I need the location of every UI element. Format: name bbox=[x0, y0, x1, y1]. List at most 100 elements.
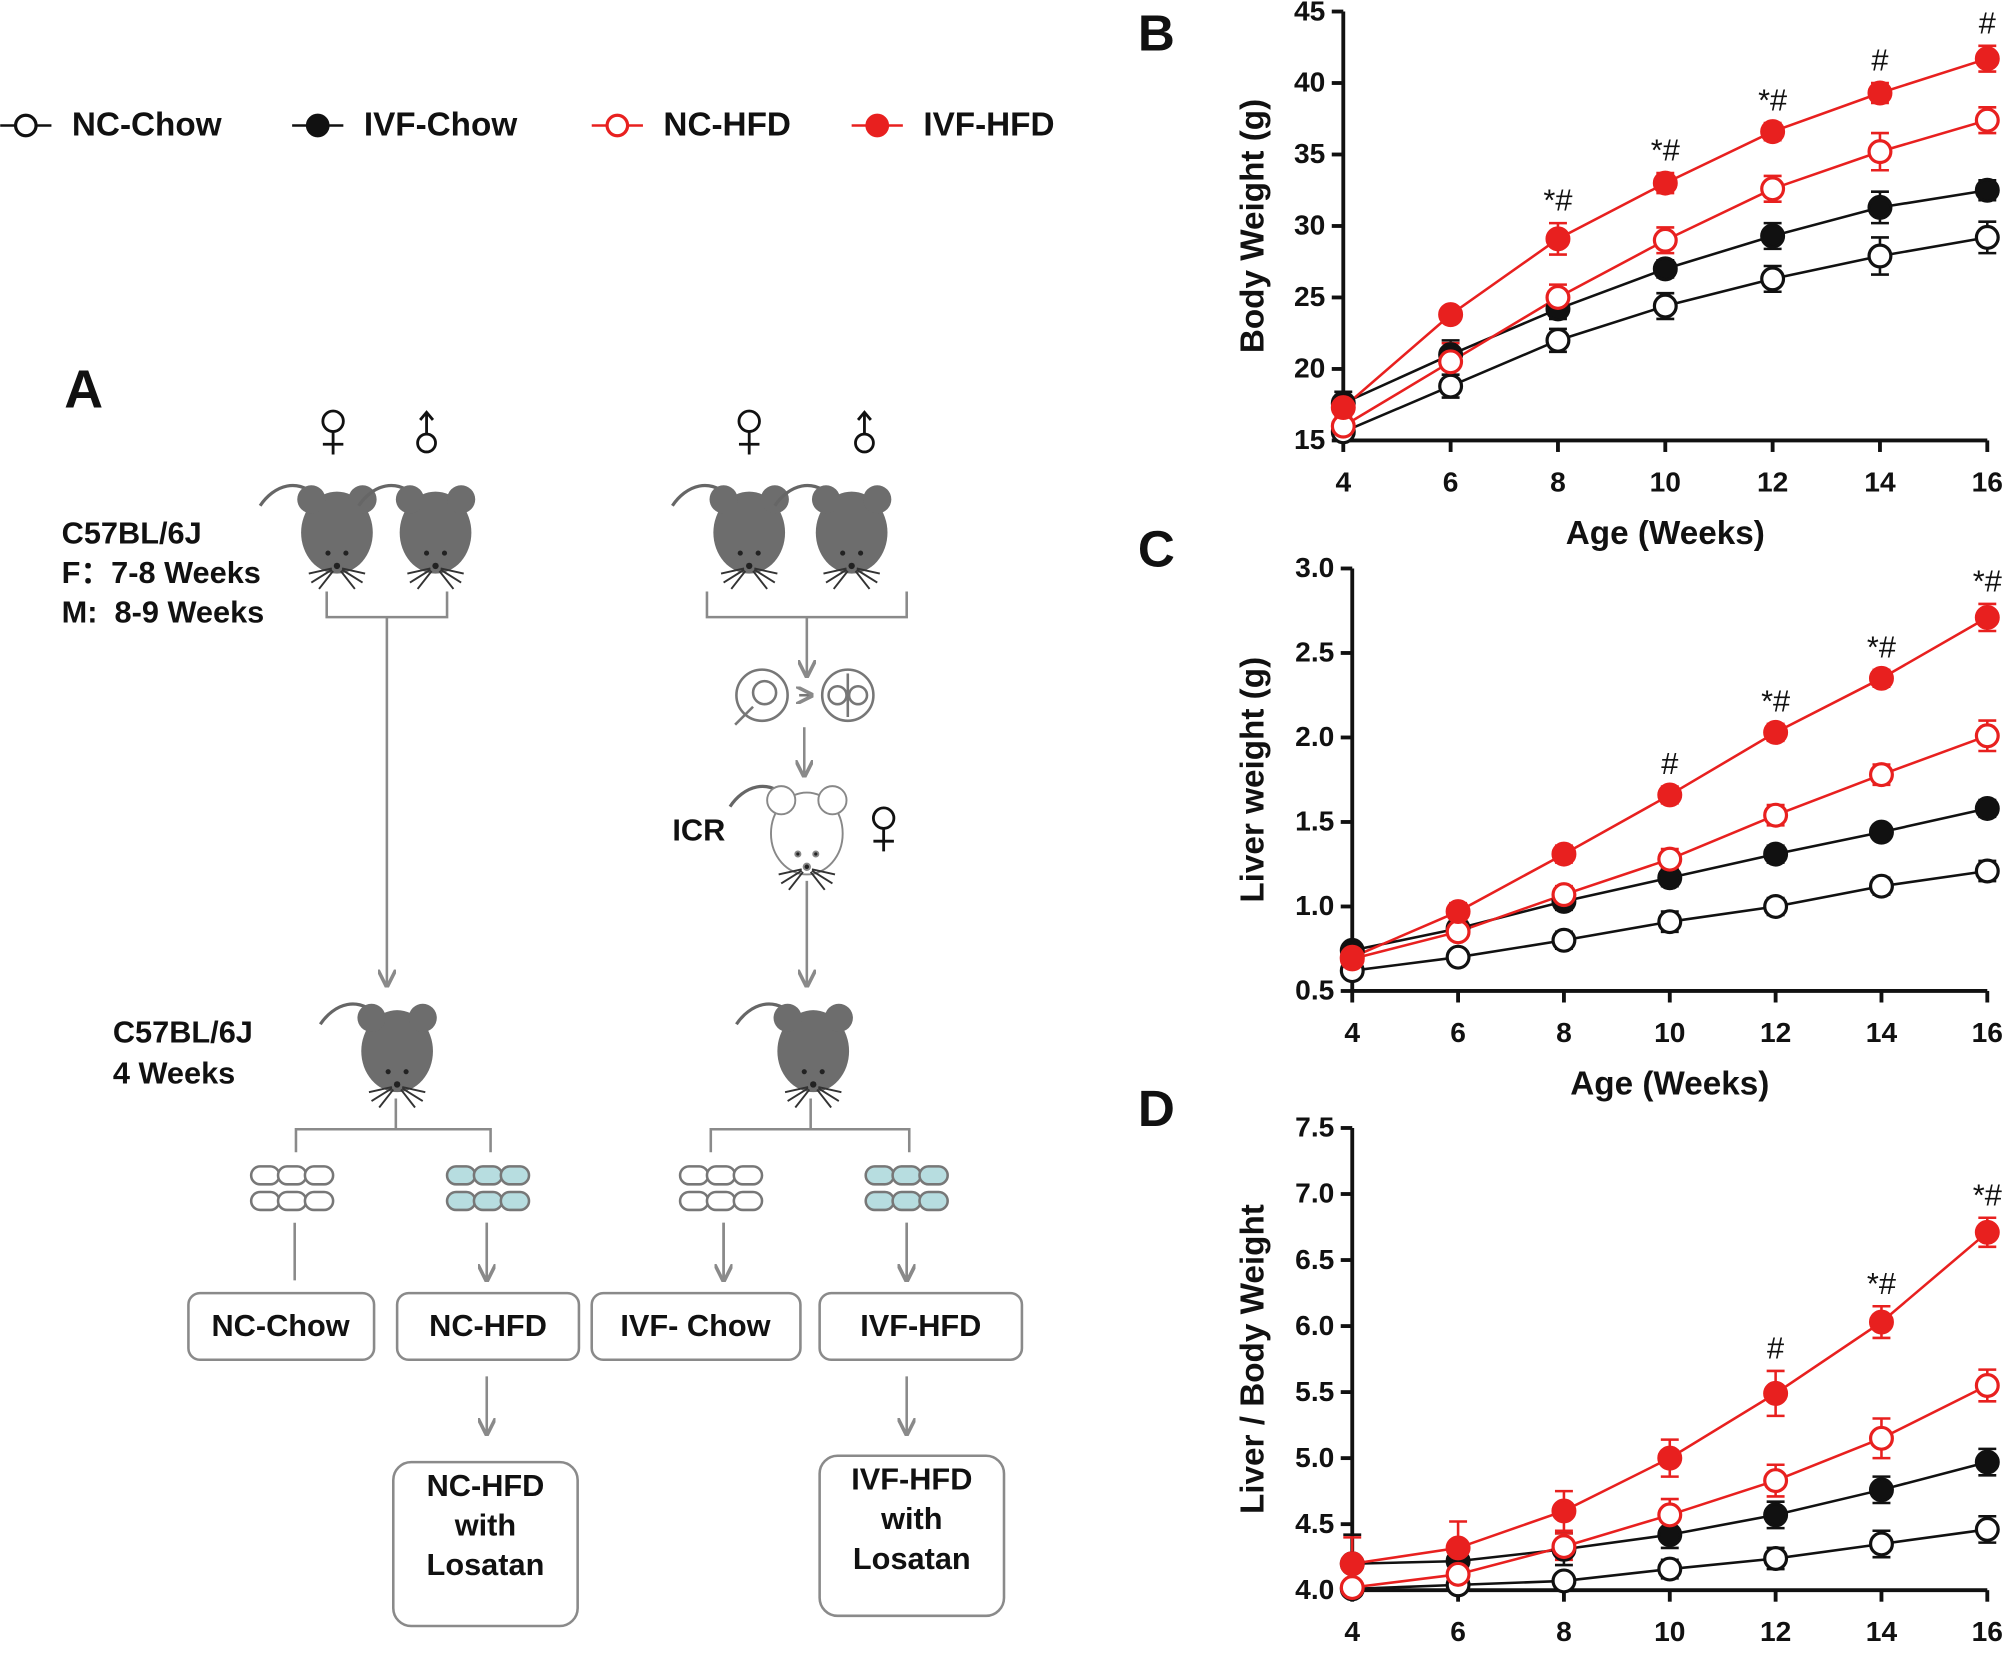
data-point bbox=[1445, 1561, 1471, 1587]
y-tick-label: 1.5 bbox=[1295, 806, 1334, 837]
data-point bbox=[1760, 176, 1786, 202]
hfd-icon bbox=[445, 1165, 531, 1212]
data-point bbox=[1974, 795, 2000, 821]
legend-label: NC-Chow bbox=[72, 107, 222, 144]
legend-marker bbox=[305, 113, 330, 138]
data-point bbox=[1445, 1535, 1471, 1561]
significance-mark: *# bbox=[1973, 564, 2002, 599]
panel-label: C bbox=[1138, 521, 1175, 578]
treatment-label: with bbox=[880, 1501, 942, 1536]
arrow bbox=[293, 1222, 907, 1281]
y-tick-label: 6.0 bbox=[1295, 1310, 1334, 1341]
female-icon bbox=[737, 409, 761, 456]
significance-mark: *# bbox=[1867, 1266, 1896, 1301]
group-box bbox=[187, 1291, 376, 1361]
data-point bbox=[1445, 944, 1471, 970]
legend-marker bbox=[865, 113, 890, 138]
significance-mark: *# bbox=[1973, 1177, 2002, 1212]
legend-label: IVF-Chow bbox=[364, 107, 517, 144]
x-tick-label: 4 bbox=[1344, 1616, 1360, 1647]
y-tick-label: 7.0 bbox=[1295, 1178, 1334, 1209]
legend-marker bbox=[605, 113, 630, 138]
x-tick-label: 8 bbox=[1556, 1616, 1572, 1647]
treatment-box bbox=[391, 1460, 579, 1628]
x-tick-label: 12 bbox=[1757, 466, 1788, 497]
y-tick-label: 0.5 bbox=[1295, 975, 1334, 1006]
mouse-icon bbox=[773, 483, 893, 591]
data-point bbox=[1974, 723, 2000, 749]
panel-label: A bbox=[64, 359, 103, 419]
group-label: IVF-HFD bbox=[860, 1308, 981, 1343]
data-point bbox=[1763, 719, 1789, 745]
panel-label: D bbox=[1138, 1080, 1175, 1137]
group-box bbox=[395, 1291, 581, 1361]
x-tick-label: 16 bbox=[1972, 1616, 2003, 1647]
x-tick-label: 10 bbox=[1650, 466, 1681, 497]
x-tick-label: 14 bbox=[1864, 466, 1896, 497]
data-point bbox=[1974, 604, 2000, 630]
data-point bbox=[1974, 1373, 2000, 1398]
female-icon bbox=[871, 806, 896, 853]
y-tick-label: 6.5 bbox=[1295, 1244, 1334, 1275]
y-tick-label: 2.5 bbox=[1295, 637, 1334, 668]
data-point bbox=[1545, 226, 1571, 252]
y-tick-label: 20 bbox=[1294, 353, 1325, 384]
data-point bbox=[1974, 46, 2000, 72]
treatment-label: NC-HFD bbox=[427, 1468, 545, 1503]
x-axis-title: Age (Weeks) bbox=[1566, 515, 1765, 552]
x-tick-label: 10 bbox=[1654, 1017, 1685, 1048]
data-point bbox=[1868, 1425, 1894, 1451]
treatment-label: Losatan bbox=[853, 1541, 971, 1576]
data-point bbox=[1551, 1568, 1577, 1594]
chow-icon bbox=[249, 1165, 335, 1212]
treatment-label: Losatan bbox=[427, 1547, 545, 1582]
x-axis-title: Age (Weeks) bbox=[1570, 1066, 1769, 1103]
chow-icon bbox=[678, 1165, 764, 1212]
offspring-strain: C57BL/6J bbox=[113, 1015, 253, 1050]
data-point bbox=[1760, 223, 1786, 249]
group-label: NC-Chow bbox=[211, 1308, 349, 1343]
y-tick-label: 7.5 bbox=[1295, 1112, 1334, 1143]
connector bbox=[325, 591, 449, 619]
data-point bbox=[1657, 909, 1683, 935]
y-tick-label: 40 bbox=[1294, 67, 1325, 98]
data-point bbox=[1868, 1309, 1894, 1335]
data-point bbox=[1545, 327, 1571, 353]
data-point bbox=[1868, 665, 1894, 691]
data-point bbox=[1974, 224, 2000, 250]
data-point bbox=[1974, 1516, 2000, 1542]
x-tick-label: 16 bbox=[1972, 466, 2003, 497]
treatment-label: IVF-HFD bbox=[851, 1461, 972, 1496]
group-label: NC-HFD bbox=[429, 1308, 547, 1343]
data-point bbox=[1657, 1502, 1683, 1528]
hfd-icon bbox=[864, 1165, 949, 1212]
x-tick-label: 4 bbox=[1335, 466, 1351, 497]
y-tick-label: 3.0 bbox=[1295, 552, 1334, 583]
x-tick-label: 6 bbox=[1450, 1017, 1466, 1048]
data-point bbox=[1763, 1546, 1789, 1571]
x-tick-label: 14 bbox=[1866, 1017, 1898, 1048]
data-point bbox=[1974, 1219, 2000, 1245]
data-point bbox=[1438, 349, 1464, 375]
data-point bbox=[1867, 139, 1893, 165]
data-point bbox=[1868, 1477, 1894, 1503]
mouse-icon bbox=[734, 1002, 855, 1110]
significance-mark: *# bbox=[1758, 83, 1787, 118]
data-point bbox=[1867, 80, 1893, 106]
panel-label: B bbox=[1138, 5, 1175, 62]
data-point bbox=[1867, 194, 1893, 220]
data-point bbox=[1763, 841, 1789, 867]
y-axis-title: Body Weight (g) bbox=[1235, 99, 1272, 353]
data-point bbox=[1652, 170, 1678, 196]
x-tick-label: 14 bbox=[1866, 1616, 1898, 1647]
diagram: A C57BL/6J F：7-8 Weeks M: 8-9 Weeks ICR … bbox=[62, 359, 1024, 1628]
data-point bbox=[1551, 882, 1577, 908]
data-point bbox=[1763, 802, 1789, 828]
significance-mark: # bbox=[1979, 5, 1996, 40]
female-age: F：7-8 Weeks bbox=[62, 555, 261, 590]
data-point bbox=[1763, 1502, 1789, 1528]
data-point bbox=[1657, 1445, 1683, 1471]
treatment-box bbox=[818, 1454, 1006, 1618]
significance-mark: *# bbox=[1867, 629, 1896, 664]
data-point bbox=[1868, 819, 1894, 845]
